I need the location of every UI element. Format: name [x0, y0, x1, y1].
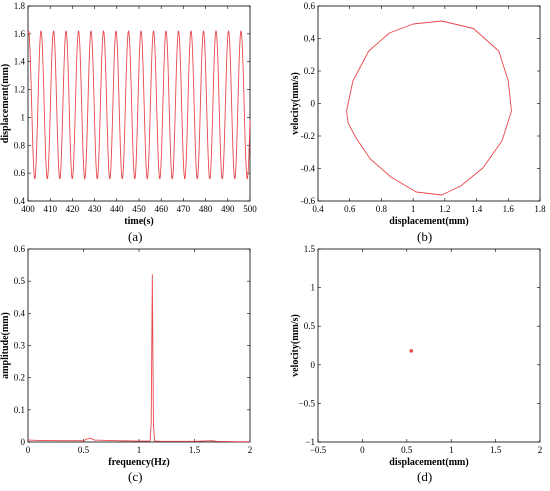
- y-tick-label: 1.5: [304, 244, 316, 254]
- y-tick-label: 0: [311, 99, 316, 109]
- y-tick-label: 1: [311, 283, 316, 293]
- x-tick-label: 420: [66, 204, 80, 214]
- y-tick-label: 1.8: [14, 1, 26, 11]
- x-tick-label: 0.4: [312, 204, 324, 214]
- y-tick-label: 0: [21, 437, 26, 447]
- x-tick-label: 500: [243, 204, 257, 214]
- x-tick-label: 1.6: [503, 204, 515, 214]
- y-axis-label: amplitude(mm): [0, 312, 11, 379]
- y-tick-label: 0.6: [14, 168, 26, 178]
- x-tick-label: 0: [360, 445, 365, 455]
- y-tick-label: −0.5: [299, 398, 316, 408]
- y-tick-label: 0.4: [14, 196, 26, 206]
- y-tick-label: 0.6: [14, 244, 26, 254]
- x-tick-label: 0.8: [376, 204, 388, 214]
- x-tick-label: 460: [154, 204, 168, 214]
- x-tick-label: 2: [538, 445, 543, 455]
- panel-c-chart: 0 0.5 1 1.5 2 0 0.1 0.2 0.3 0.4 0.5 0.6 frequency(Hz…: [0, 244, 252, 468]
- y-tick-label: 0.2: [14, 373, 25, 383]
- y-axis-label: displacement(mm): [0, 64, 11, 143]
- spectrum-line: [27, 274, 250, 443]
- x-tick-label: 1: [449, 445, 454, 455]
- x-tick-label: 450: [132, 204, 146, 214]
- y-tick-label: 0.6: [304, 1, 316, 11]
- panel-d-chart: −0.5 0 0.5 1 1.5 2−1−0.500.511.5displacement(…: [290, 244, 542, 468]
- y-tick-label: 1.6: [14, 29, 26, 39]
- y-tick-label: -0.2: [301, 131, 315, 141]
- panel-label-b: (b): [417, 229, 433, 244]
- x-axis-label: frequency(Hz): [108, 457, 169, 468]
- x-tick-label: 1: [411, 204, 416, 214]
- plot-frame: [317, 248, 541, 443]
- x-tick-label: 480: [199, 204, 213, 214]
- x-tick-label: 1.4: [471, 204, 483, 214]
- y-tick-label: 1.2: [14, 85, 25, 95]
- y-tick-label: 1.4: [14, 57, 26, 67]
- phase-orbit-line: [346, 20, 512, 196]
- x-tick-label: 0.5: [78, 445, 90, 455]
- x-tick-label: 0.6: [344, 204, 356, 214]
- plot-frame: [317, 5, 541, 202]
- x-tick-label: 430: [88, 204, 102, 214]
- x-tick-label: 0.5: [401, 445, 413, 455]
- x-tick-label: 0: [26, 445, 31, 455]
- y-tick-label: −1: [305, 437, 315, 447]
- y-tick-label: 0.3: [14, 341, 26, 351]
- y-tick-label: 0.1: [14, 405, 25, 415]
- y-tick-label: 0.8: [14, 140, 26, 150]
- y-tick-label: 0.4: [14, 308, 26, 318]
- x-tick-label: 1.2: [439, 204, 450, 214]
- x-tick-label: 440: [110, 204, 124, 214]
- x-tick-label: 1.5: [189, 445, 201, 455]
- y-tick-label: 1: [21, 112, 26, 122]
- panel-label-d: (d): [417, 469, 433, 484]
- x-tick-label: 2: [248, 445, 253, 455]
- y-tick-label: 0.2: [304, 66, 315, 76]
- y-tick-label: -0.4: [301, 164, 316, 174]
- displacement-series-line: [27, 30, 251, 180]
- x-axis-label: time(s): [124, 216, 153, 227]
- y-tick-label: 0: [311, 360, 316, 370]
- y-axis-label: velocity(mm/s): [290, 72, 301, 135]
- y-tick-label: -0.6: [301, 196, 316, 206]
- x-tick-label: 1.8: [534, 204, 546, 214]
- x-tick-label: 410: [43, 204, 57, 214]
- x-axis-label: displacement(mm): [389, 457, 468, 468]
- y-tick-label: 0.5: [14, 276, 26, 286]
- y-axis-label: velocity(mm/s): [290, 314, 301, 377]
- panel-label-c: (c): [128, 469, 143, 484]
- x-tick-label: 470: [177, 204, 191, 214]
- y-tick-label: 0.5: [304, 321, 316, 331]
- x-axis-label: displacement(mm): [389, 216, 468, 227]
- scatter-point: [409, 349, 414, 353]
- x-tick-label: 1.5: [490, 445, 502, 455]
- plot-frame: [27, 248, 251, 443]
- x-tick-label: −0.5: [310, 445, 327, 455]
- x-tick-label: 490: [221, 204, 235, 214]
- panel-b-chart: 0.4 0.6 0.8 1 1.2 1.4 1.6 1.8 -0.6 -0.4 -0.2 0 0.2 0.…: [290, 1, 546, 227]
- y-tick-label: 0.4: [304, 34, 316, 44]
- x-tick-label: 1: [137, 445, 142, 455]
- panel-a-chart: 400 410 420 430 440 450 460 470 480 490 500 0.4 0.6 0…: [0, 1, 257, 227]
- panel-label-a: (a): [128, 229, 143, 244]
- x-tick-label: 400: [21, 204, 35, 214]
